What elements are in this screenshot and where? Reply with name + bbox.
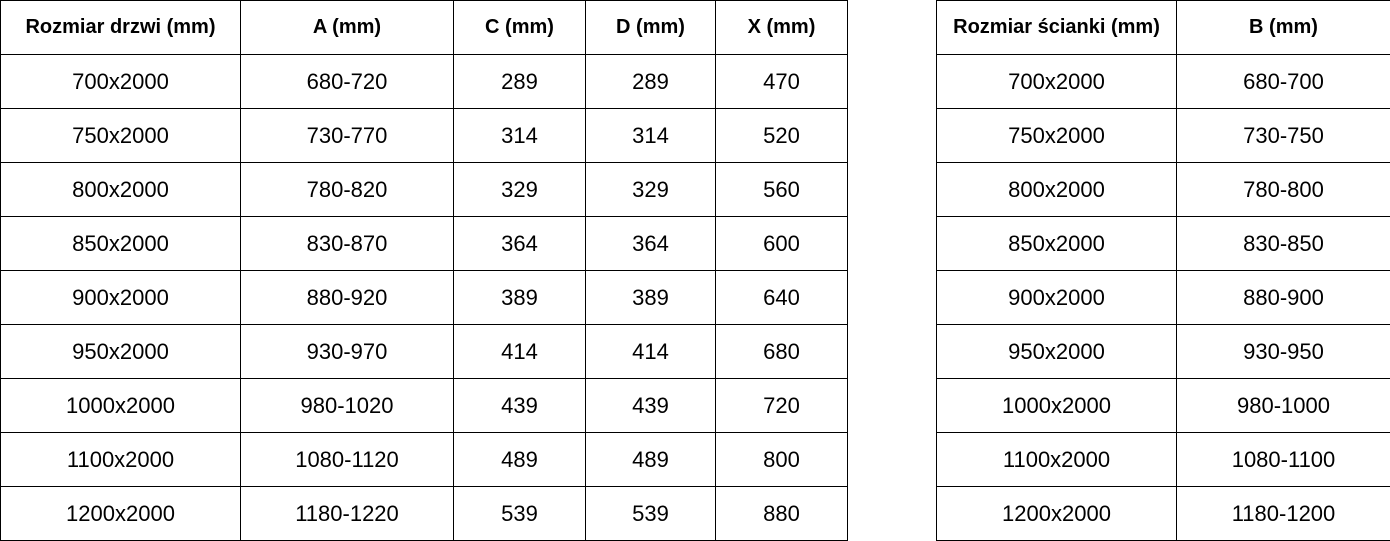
table-cell: 439 bbox=[453, 378, 586, 433]
table-cell: 289 bbox=[585, 54, 716, 109]
table-row: 1100x2000 1080-1120 489 489 800 bbox=[0, 432, 848, 487]
table-cell: 1200x2000 bbox=[936, 486, 1177, 541]
table-row: 950x2000 930-970 414 414 680 bbox=[0, 324, 848, 379]
table-cell: 900x2000 bbox=[0, 270, 241, 325]
table-row: 750x2000 730-750 bbox=[936, 108, 1390, 163]
table-cell: 900x2000 bbox=[936, 270, 1177, 325]
table-cell: 730-770 bbox=[240, 108, 454, 163]
table-cell: 640 bbox=[715, 270, 848, 325]
table-cell: 730-750 bbox=[1176, 108, 1390, 163]
table-cell: 780-800 bbox=[1176, 162, 1390, 217]
wall-table-body: 700x2000 680-700 750x2000 730-750 800x2000 78… bbox=[936, 54, 1390, 541]
table-row: 850x2000 830-870 364 364 600 bbox=[0, 216, 848, 271]
table-cell: 930-970 bbox=[240, 324, 454, 379]
column-header: Rozmiar drzwi (mm) bbox=[0, 0, 241, 55]
table-cell: 539 bbox=[453, 486, 586, 541]
table-cell: 329 bbox=[585, 162, 716, 217]
door-table-body: 700x2000 680-720 289 289 470 750x2000 730-770 3… bbox=[0, 54, 848, 541]
table-row: 700x2000 680-700 bbox=[936, 54, 1390, 109]
table-cell: 850x2000 bbox=[936, 216, 1177, 271]
table-cell: 1200x2000 bbox=[0, 486, 241, 541]
table-cell: 680 bbox=[715, 324, 848, 379]
table-row: 1200x2000 1180-1200 bbox=[936, 486, 1390, 541]
table-cell: 520 bbox=[715, 108, 848, 163]
table-row: 700x2000 680-720 289 289 470 bbox=[0, 54, 848, 109]
table-cell: 1100x2000 bbox=[936, 432, 1177, 487]
table-cell: 470 bbox=[715, 54, 848, 109]
column-header: X (mm) bbox=[715, 0, 848, 55]
table-cell: 1000x2000 bbox=[936, 378, 1177, 433]
table-cell: 364 bbox=[453, 216, 586, 271]
table-cell: 1080-1100 bbox=[1176, 432, 1390, 487]
table-cell: 314 bbox=[453, 108, 586, 163]
table-row: 950x2000 930-950 bbox=[936, 324, 1390, 379]
column-header: B (mm) bbox=[1176, 0, 1390, 55]
table-row: 1200x2000 1180-1220 539 539 880 bbox=[0, 486, 848, 541]
table-cell: 700x2000 bbox=[936, 54, 1177, 109]
table-cell: 680-720 bbox=[240, 54, 454, 109]
door-table-header-row: Rozmiar drzwi (mm) A (mm) C (mm) D (mm) X (m… bbox=[0, 0, 848, 55]
table-cell: 780-820 bbox=[240, 162, 454, 217]
table-row: 1000x2000 980-1000 bbox=[936, 378, 1390, 433]
table-cell: 830-850 bbox=[1176, 216, 1390, 271]
wall-table-header-row: Rozmiar ścianki (mm) B (mm) bbox=[936, 0, 1390, 55]
table-cell: 880-920 bbox=[240, 270, 454, 325]
table-row: 800x2000 780-820 329 329 560 bbox=[0, 162, 848, 217]
table-cell: 414 bbox=[453, 324, 586, 379]
table-cell: 1180-1200 bbox=[1176, 486, 1390, 541]
table-cell: 880-900 bbox=[1176, 270, 1390, 325]
table-row: 900x2000 880-900 bbox=[936, 270, 1390, 325]
table-cell: 930-950 bbox=[1176, 324, 1390, 379]
table-cell: 950x2000 bbox=[0, 324, 241, 379]
table-cell: 489 bbox=[585, 432, 716, 487]
table-cell: 539 bbox=[585, 486, 716, 541]
table-cell: 560 bbox=[715, 162, 848, 217]
table-cell: 800x2000 bbox=[936, 162, 1177, 217]
table-cell: 489 bbox=[453, 432, 586, 487]
table-cell: 680-700 bbox=[1176, 54, 1390, 109]
table-row: 750x2000 730-770 314 314 520 bbox=[0, 108, 848, 163]
table-row: 1000x2000 980-1020 439 439 720 bbox=[0, 378, 848, 433]
table-cell: 1080-1120 bbox=[240, 432, 454, 487]
table-cell: 600 bbox=[715, 216, 848, 271]
table-cell: 850x2000 bbox=[0, 216, 241, 271]
table-cell: 980-1020 bbox=[240, 378, 454, 433]
column-header: C (mm) bbox=[453, 0, 586, 55]
table-row: 900x2000 880-920 389 389 640 bbox=[0, 270, 848, 325]
table-cell: 880 bbox=[715, 486, 848, 541]
table-cell: 750x2000 bbox=[936, 108, 1177, 163]
table-cell: 389 bbox=[453, 270, 586, 325]
table-row: 1100x2000 1080-1100 bbox=[936, 432, 1390, 487]
door-size-table: Rozmiar drzwi (mm) A (mm) C (mm) D (mm) X (m… bbox=[0, 0, 848, 541]
table-cell: 720 bbox=[715, 378, 848, 433]
table-cell: 439 bbox=[585, 378, 716, 433]
table-cell: 980-1000 bbox=[1176, 378, 1390, 433]
table-cell: 1180-1220 bbox=[240, 486, 454, 541]
table-cell: 414 bbox=[585, 324, 716, 379]
table-cell: 1100x2000 bbox=[0, 432, 241, 487]
table-cell: 364 bbox=[585, 216, 716, 271]
table-cell: 1000x2000 bbox=[0, 378, 241, 433]
table-cell: 830-870 bbox=[240, 216, 454, 271]
table-cell: 950x2000 bbox=[936, 324, 1177, 379]
table-cell: 289 bbox=[453, 54, 586, 109]
table-cell: 389 bbox=[585, 270, 716, 325]
table-cell: 314 bbox=[585, 108, 716, 163]
table-cell: 700x2000 bbox=[0, 54, 241, 109]
column-header: Rozmiar ścianki (mm) bbox=[936, 0, 1177, 55]
table-cell: 800 bbox=[715, 432, 848, 487]
table-cell: 750x2000 bbox=[0, 108, 241, 163]
column-header: D (mm) bbox=[585, 0, 716, 55]
table-row: 850x2000 830-850 bbox=[936, 216, 1390, 271]
column-header: A (mm) bbox=[240, 0, 454, 55]
table-cell: 329 bbox=[453, 162, 586, 217]
wall-size-table: Rozmiar ścianki (mm) B (mm) 700x2000 680-7… bbox=[936, 0, 1390, 541]
table-row: 800x2000 780-800 bbox=[936, 162, 1390, 217]
table-cell: 800x2000 bbox=[0, 162, 241, 217]
